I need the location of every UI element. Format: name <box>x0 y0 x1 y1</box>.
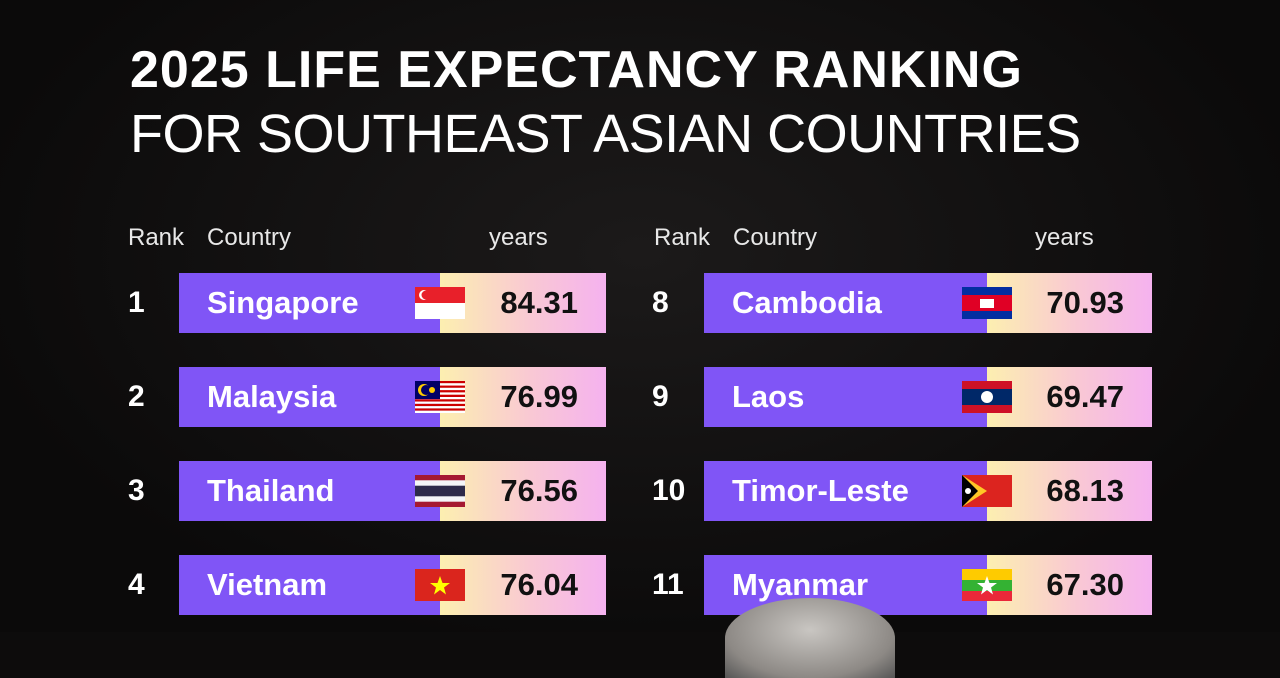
life-expectancy-value: 68.13 <box>1046 473 1124 508</box>
life-expectancy-value: 76.04 <box>500 567 578 602</box>
table-row: Thailand 76.56 <box>179 461 606 521</box>
rank-number: 11 <box>652 568 684 601</box>
value-cell <box>987 555 1152 615</box>
header-years-right: years <box>1035 224 1094 251</box>
value-cell <box>440 367 606 427</box>
country-name: Myanmar <box>732 567 869 602</box>
rank-number: 4 <box>128 568 145 601</box>
myanmar-flag-icon <box>962 569 1012 601</box>
country-name: Timor-Leste <box>732 473 909 508</box>
value-cell <box>987 461 1152 521</box>
country-name: Thailand <box>207 473 335 508</box>
header-years-left: years <box>489 224 548 251</box>
header-rank-left: Rank <box>128 224 185 251</box>
country-name: Malaysia <box>207 379 337 414</box>
cambodia-flag-icon <box>962 287 1012 319</box>
header-rank-right: Rank <box>654 224 711 251</box>
table-row: Timor-Leste 68.13 <box>704 461 1152 521</box>
life-expectancy-value: 67.30 <box>1046 567 1124 602</box>
timor-leste-flag-icon <box>962 475 1012 507</box>
singapore-flag-icon <box>415 287 465 319</box>
vietnam-flag-icon <box>415 569 465 601</box>
table-row: Laos 69.47 <box>704 367 1152 427</box>
rank-number: 8 <box>652 286 669 319</box>
person-head-photo <box>725 598 895 678</box>
malaysia-flag-icon <box>415 381 465 413</box>
table-row: Vietnam 76.04 <box>179 555 606 615</box>
rank-number: 2 <box>128 380 145 413</box>
title-line-1: 2025 LIFE EXPECTANCY RANKING <box>130 41 1023 99</box>
table-row: Myanmar 67.30 <box>704 555 1152 615</box>
title-line-2: FOR SOUTHEAST ASIAN COUNTRIES <box>130 104 1081 164</box>
value-cell <box>987 367 1152 427</box>
country-name: Laos <box>732 379 805 414</box>
value-cell <box>440 273 606 333</box>
life-expectancy-value: 69.47 <box>1046 379 1124 414</box>
value-cell <box>440 555 606 615</box>
value-cell <box>440 461 606 521</box>
rank-number: 1 <box>128 286 145 319</box>
rank-number: 3 <box>128 474 145 507</box>
laos-flag-icon <box>962 381 1012 413</box>
life-expectancy-value: 70.93 <box>1046 285 1124 320</box>
table-row: Malaysia 76.99 <box>179 367 606 427</box>
header-country-left: Country <box>207 224 292 251</box>
country-name: Cambodia <box>732 285 882 320</box>
table-row: Cambodia 70.93 <box>704 273 1152 333</box>
value-cell <box>987 273 1152 333</box>
table-row: Singapore 84.31 <box>179 273 606 333</box>
thailand-flag-icon <box>415 475 465 507</box>
header-country-right: Country <box>733 224 818 251</box>
country-name: Vietnam <box>207 567 328 602</box>
life-expectancy-value: 76.99 <box>500 379 578 414</box>
country-name: Singapore <box>207 285 359 320</box>
life-expectancy-value: 84.31 <box>500 285 578 320</box>
rank-number: 9 <box>652 380 669 413</box>
life-expectancy-value: 76.56 <box>500 473 578 508</box>
rank-number: 10 <box>652 474 686 507</box>
